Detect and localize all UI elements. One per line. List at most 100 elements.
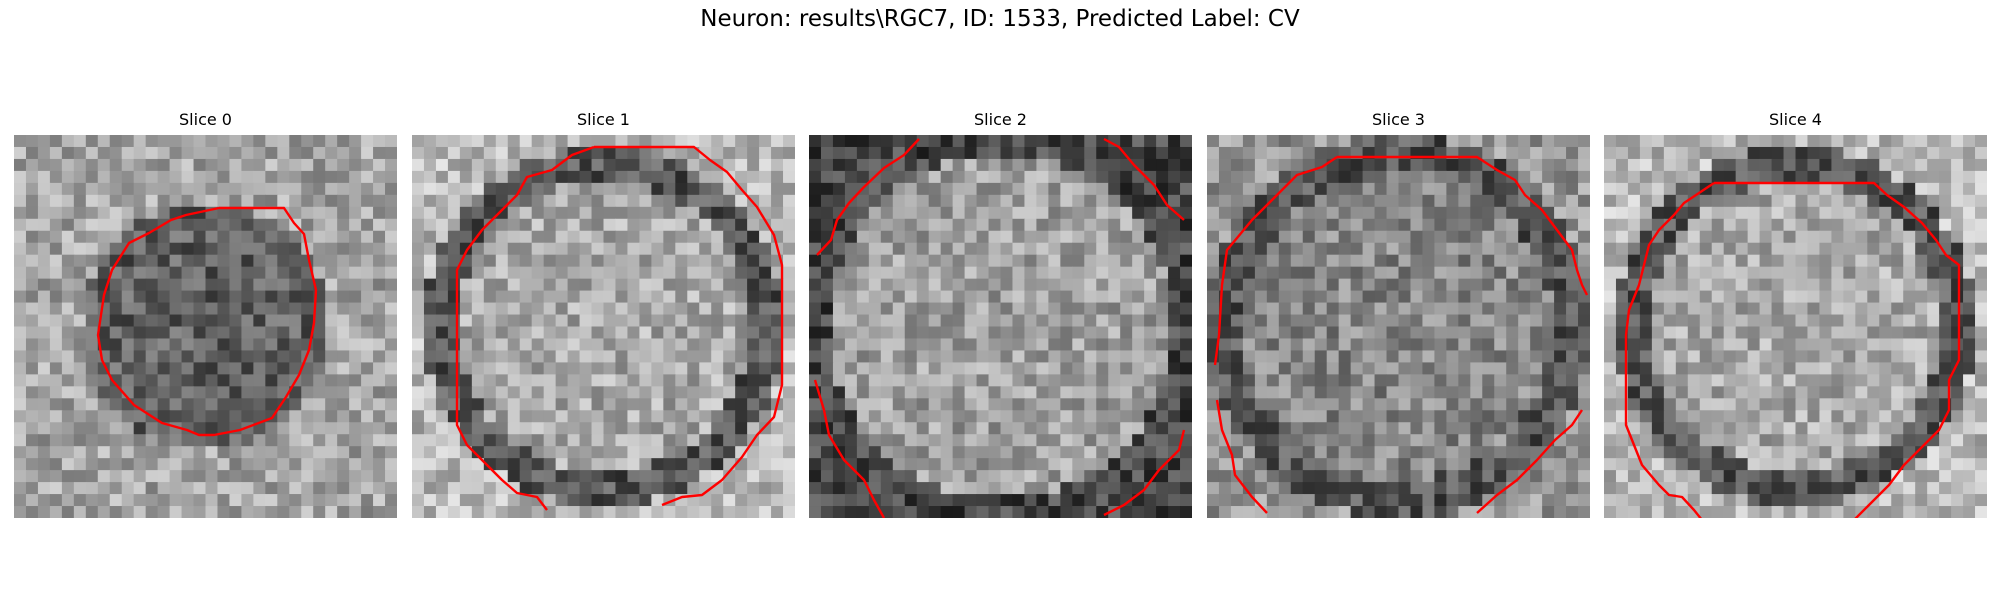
pixel-cell [1807,374,1821,387]
pixel-cell [1326,266,1340,280]
pixel-cell [1314,458,1328,471]
pixel-cell [1386,494,1400,507]
pixel-cell [1530,135,1543,148]
pixel-cell [904,230,918,244]
pixel-cell [820,278,834,292]
pixel-cell [543,302,557,316]
pixel-cell [1434,218,1447,232]
pixel-cell [783,446,795,459]
pixel-cell [747,386,760,399]
pixel-cell [1072,135,1085,148]
pixel-cell [435,446,449,459]
pixel-cell [687,458,700,471]
pixel-cell [928,254,942,268]
pixel-cell [1699,206,1713,220]
pixel-cell [1144,158,1157,172]
pixel-cell [1494,135,1507,148]
pixel-cell [1156,506,1169,518]
pixel-cell [1108,338,1121,352]
pixel-cell [579,458,593,471]
pixel-cell [1711,374,1725,387]
pixel-cell [928,302,942,316]
pixel-cell [1000,398,1014,411]
pixel-cell [1699,326,1713,340]
pixel-cell [603,326,617,340]
pixel-cell [1783,290,1797,304]
pixel-cell [1338,458,1352,471]
pixel-cell [145,158,159,172]
pixel-cell [1963,314,1976,328]
pixel-cell [1350,206,1364,220]
pixel-cell [1604,314,1617,328]
pixel-cell [1723,146,1737,160]
pixel-cell [1891,266,1904,280]
pixel-cell [97,398,111,411]
pixel-cell [109,458,123,471]
pixel-cell [412,230,425,244]
pixel-cell [337,434,350,447]
pixel-cell [1434,386,1447,399]
pixel-cell [1939,206,1952,220]
pixel-cell [373,374,386,387]
pixel-cell [567,158,581,172]
pixel-cell [1434,230,1447,244]
pixel-cell [337,266,350,280]
pixel-cell [555,434,569,447]
pixel-cell [157,230,171,244]
pixel-cell [1120,146,1133,160]
pixel-cell [1867,338,1880,352]
pixel-cell [1927,206,1940,220]
pixel-cell [651,230,664,244]
pixel-cell [1290,218,1304,232]
pixel-cell [555,314,569,328]
pixel-cell [1446,290,1459,304]
pixel-cell [229,206,243,220]
pixel-cell [495,302,509,316]
pixel-cell [1518,146,1531,160]
pixel-cell [1398,266,1412,280]
pixel-cell [459,362,473,375]
pixel-cell [1410,170,1424,184]
pixel-cell [1795,254,1809,268]
pixel-cell [1639,374,1653,387]
pixel-cell [1132,314,1145,328]
pixel-cell [880,386,894,399]
pixel-cell [1290,506,1304,518]
pixel-cell [1012,410,1026,423]
pixel-cell [1807,254,1821,268]
pixel-cell [627,362,641,375]
pixel-cell [1578,146,1590,160]
pixel-cell [277,218,290,232]
pixel-cell [325,254,338,268]
pixel-cell [699,398,712,411]
pixel-cell [735,278,748,292]
pixel-cell [531,350,545,364]
pixel-cell [603,302,617,316]
pixel-cell [880,170,894,184]
pixel-cell [1084,482,1097,495]
pixel-cell [1759,242,1773,256]
pixel-cell [1290,206,1304,220]
pixel-cell [723,506,736,518]
pixel-cell [471,482,485,495]
pixel-cell [37,266,51,280]
pixel-cell [1338,434,1352,447]
pixel-cell [1891,230,1904,244]
pixel-cell [567,338,581,352]
pixel-cell [964,398,978,411]
pixel-cell [1410,135,1424,148]
pixel-cell [856,362,870,375]
pixel-cell [97,135,111,148]
pixel-cell [1855,218,1868,232]
pixel-cell [37,302,51,316]
pixel-cell [711,266,724,280]
pixel-cell [1867,266,1880,280]
pixel-cell [1410,266,1424,280]
pixel-cell [1891,146,1904,160]
pixel-cell [121,170,135,184]
pixel-cell [1663,290,1677,304]
pixel-cell [1398,482,1412,495]
pixel-cell [1542,158,1555,172]
pixel-cell [892,350,906,364]
pixel-cell [579,170,593,184]
